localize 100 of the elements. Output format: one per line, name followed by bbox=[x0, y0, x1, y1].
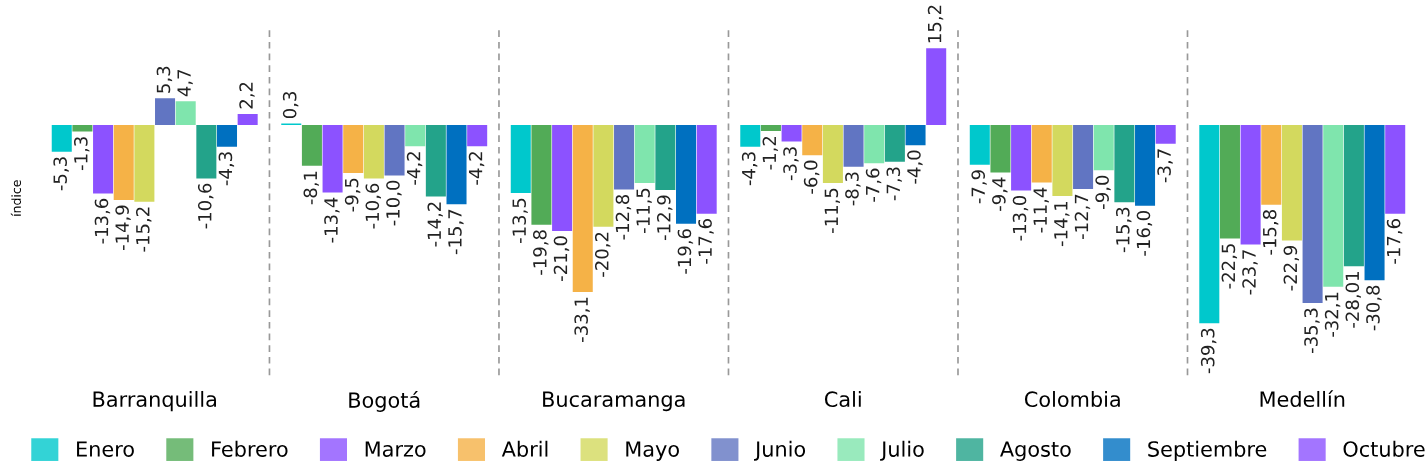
legend-label: Agosto bbox=[1000, 441, 1071, 461]
data-label: -20,2 bbox=[594, 232, 611, 277]
data-label: -22,5 bbox=[1221, 244, 1238, 289]
data-label: -15,7 bbox=[448, 209, 464, 255]
data-label: -4,2 bbox=[406, 152, 423, 185]
data-label: -33,1 bbox=[574, 297, 590, 342]
data-label: -23,7 bbox=[1242, 250, 1258, 295]
data-label: -3,7 bbox=[1157, 149, 1173, 183]
bar bbox=[405, 124, 426, 147]
legend-label: Marzo bbox=[365, 441, 426, 457]
data-label: -8,1 bbox=[303, 171, 320, 205]
bar bbox=[384, 124, 405, 176]
legend-label: Julio bbox=[880, 440, 924, 461]
x-tick-label: Colombia bbox=[1024, 390, 1120, 408]
data-label: -15,3 bbox=[1115, 207, 1132, 253]
bar bbox=[1219, 124, 1240, 239]
bar bbox=[1281, 124, 1302, 241]
data-label: -12,8 bbox=[615, 194, 632, 240]
bar bbox=[1031, 124, 1052, 183]
data-label: -11,5 bbox=[824, 188, 840, 233]
data-label: -10,0 bbox=[386, 180, 402, 226]
data-label: -17,6 bbox=[698, 219, 714, 264]
bar bbox=[237, 113, 258, 125]
data-label: -32,1 bbox=[1324, 292, 1341, 337]
data-label: -11,5 bbox=[636, 188, 652, 233]
data-label: -15,2 bbox=[135, 207, 152, 252]
bar bbox=[822, 124, 843, 183]
data-label: -39,3 bbox=[1200, 328, 1217, 374]
bar bbox=[1261, 124, 1282, 205]
data-label: -4,3 bbox=[741, 152, 758, 186]
data-label: -21,0 bbox=[553, 236, 570, 281]
data-label: -22,9 bbox=[1283, 245, 1300, 291]
bar bbox=[1155, 124, 1176, 144]
legend-label: Mayo bbox=[626, 441, 679, 461]
data-label: -15,8 bbox=[1262, 210, 1279, 255]
data-label: -28,01 bbox=[1345, 272, 1361, 328]
bar bbox=[363, 124, 384, 179]
bar bbox=[322, 124, 343, 193]
data-label: 15,2 bbox=[927, 5, 944, 43]
x-tick-label: Medellín bbox=[1260, 390, 1345, 408]
bar bbox=[990, 124, 1011, 173]
bar bbox=[864, 124, 885, 164]
bar bbox=[676, 124, 697, 224]
bar bbox=[655, 124, 676, 191]
bar bbox=[1052, 124, 1073, 197]
bar bbox=[843, 124, 864, 167]
data-label: -10,6 bbox=[365, 183, 381, 229]
data-label: -5,3 bbox=[53, 157, 69, 191]
bar bbox=[1364, 124, 1385, 281]
data-label: -8,3 bbox=[845, 172, 861, 206]
bar bbox=[802, 124, 823, 156]
bar bbox=[175, 101, 196, 125]
y-axis-title: índice bbox=[10, 180, 22, 217]
bar bbox=[343, 124, 364, 173]
bar bbox=[634, 124, 655, 183]
bar bbox=[196, 124, 217, 179]
bar bbox=[134, 124, 155, 202]
data-label: 0,3 bbox=[282, 92, 299, 119]
data-label: -9,4 bbox=[992, 177, 1008, 211]
legend-label: Junio bbox=[754, 440, 806, 461]
data-label: -13,6 bbox=[94, 198, 111, 244]
bar bbox=[113, 124, 134, 201]
legend-label: Octubre bbox=[1343, 440, 1425, 457]
data-label: -14,1 bbox=[1054, 201, 1070, 247]
data-label: -11,4 bbox=[1033, 187, 1049, 233]
bar bbox=[1323, 124, 1344, 287]
data-label: -4,3 bbox=[218, 152, 235, 186]
bar bbox=[301, 124, 322, 166]
data-label: 5,3 bbox=[156, 66, 173, 93]
data-label: -13,5 bbox=[512, 198, 528, 244]
legend-label: Febrero bbox=[212, 440, 288, 457]
bar bbox=[531, 124, 552, 225]
data-label: -1,3 bbox=[74, 137, 90, 171]
bar bbox=[905, 124, 926, 146]
legend-label: Enero bbox=[77, 441, 134, 457]
bar bbox=[1240, 124, 1261, 245]
data-label: -12,9 bbox=[656, 195, 673, 241]
bar bbox=[760, 124, 781, 132]
data-label: -7,6 bbox=[865, 168, 882, 202]
data-label: -10,6 bbox=[197, 183, 214, 229]
data-label: -4,0 bbox=[907, 150, 923, 184]
data-label: -1,2 bbox=[762, 137, 779, 170]
legend-label: Septiembre bbox=[1148, 440, 1267, 461]
data-label: -30,8 bbox=[1366, 285, 1382, 331]
bar bbox=[781, 124, 802, 142]
data-label: -7,3 bbox=[886, 167, 902, 201]
bar bbox=[510, 124, 531, 194]
data-label: -7,9 bbox=[971, 170, 987, 204]
bar bbox=[1114, 124, 1135, 203]
data-label: -12,7 bbox=[1074, 194, 1091, 240]
data-label: -9,5 bbox=[344, 178, 361, 212]
bar bbox=[572, 124, 593, 292]
bar bbox=[593, 124, 614, 227]
bar bbox=[51, 124, 72, 152]
data-label: -3,3 bbox=[783, 147, 799, 181]
bar bbox=[467, 124, 488, 147]
data-label: -6,0 bbox=[803, 160, 820, 194]
bar bbox=[740, 124, 761, 147]
bar bbox=[1199, 124, 1220, 324]
data-label: -9,0 bbox=[1095, 175, 1111, 209]
